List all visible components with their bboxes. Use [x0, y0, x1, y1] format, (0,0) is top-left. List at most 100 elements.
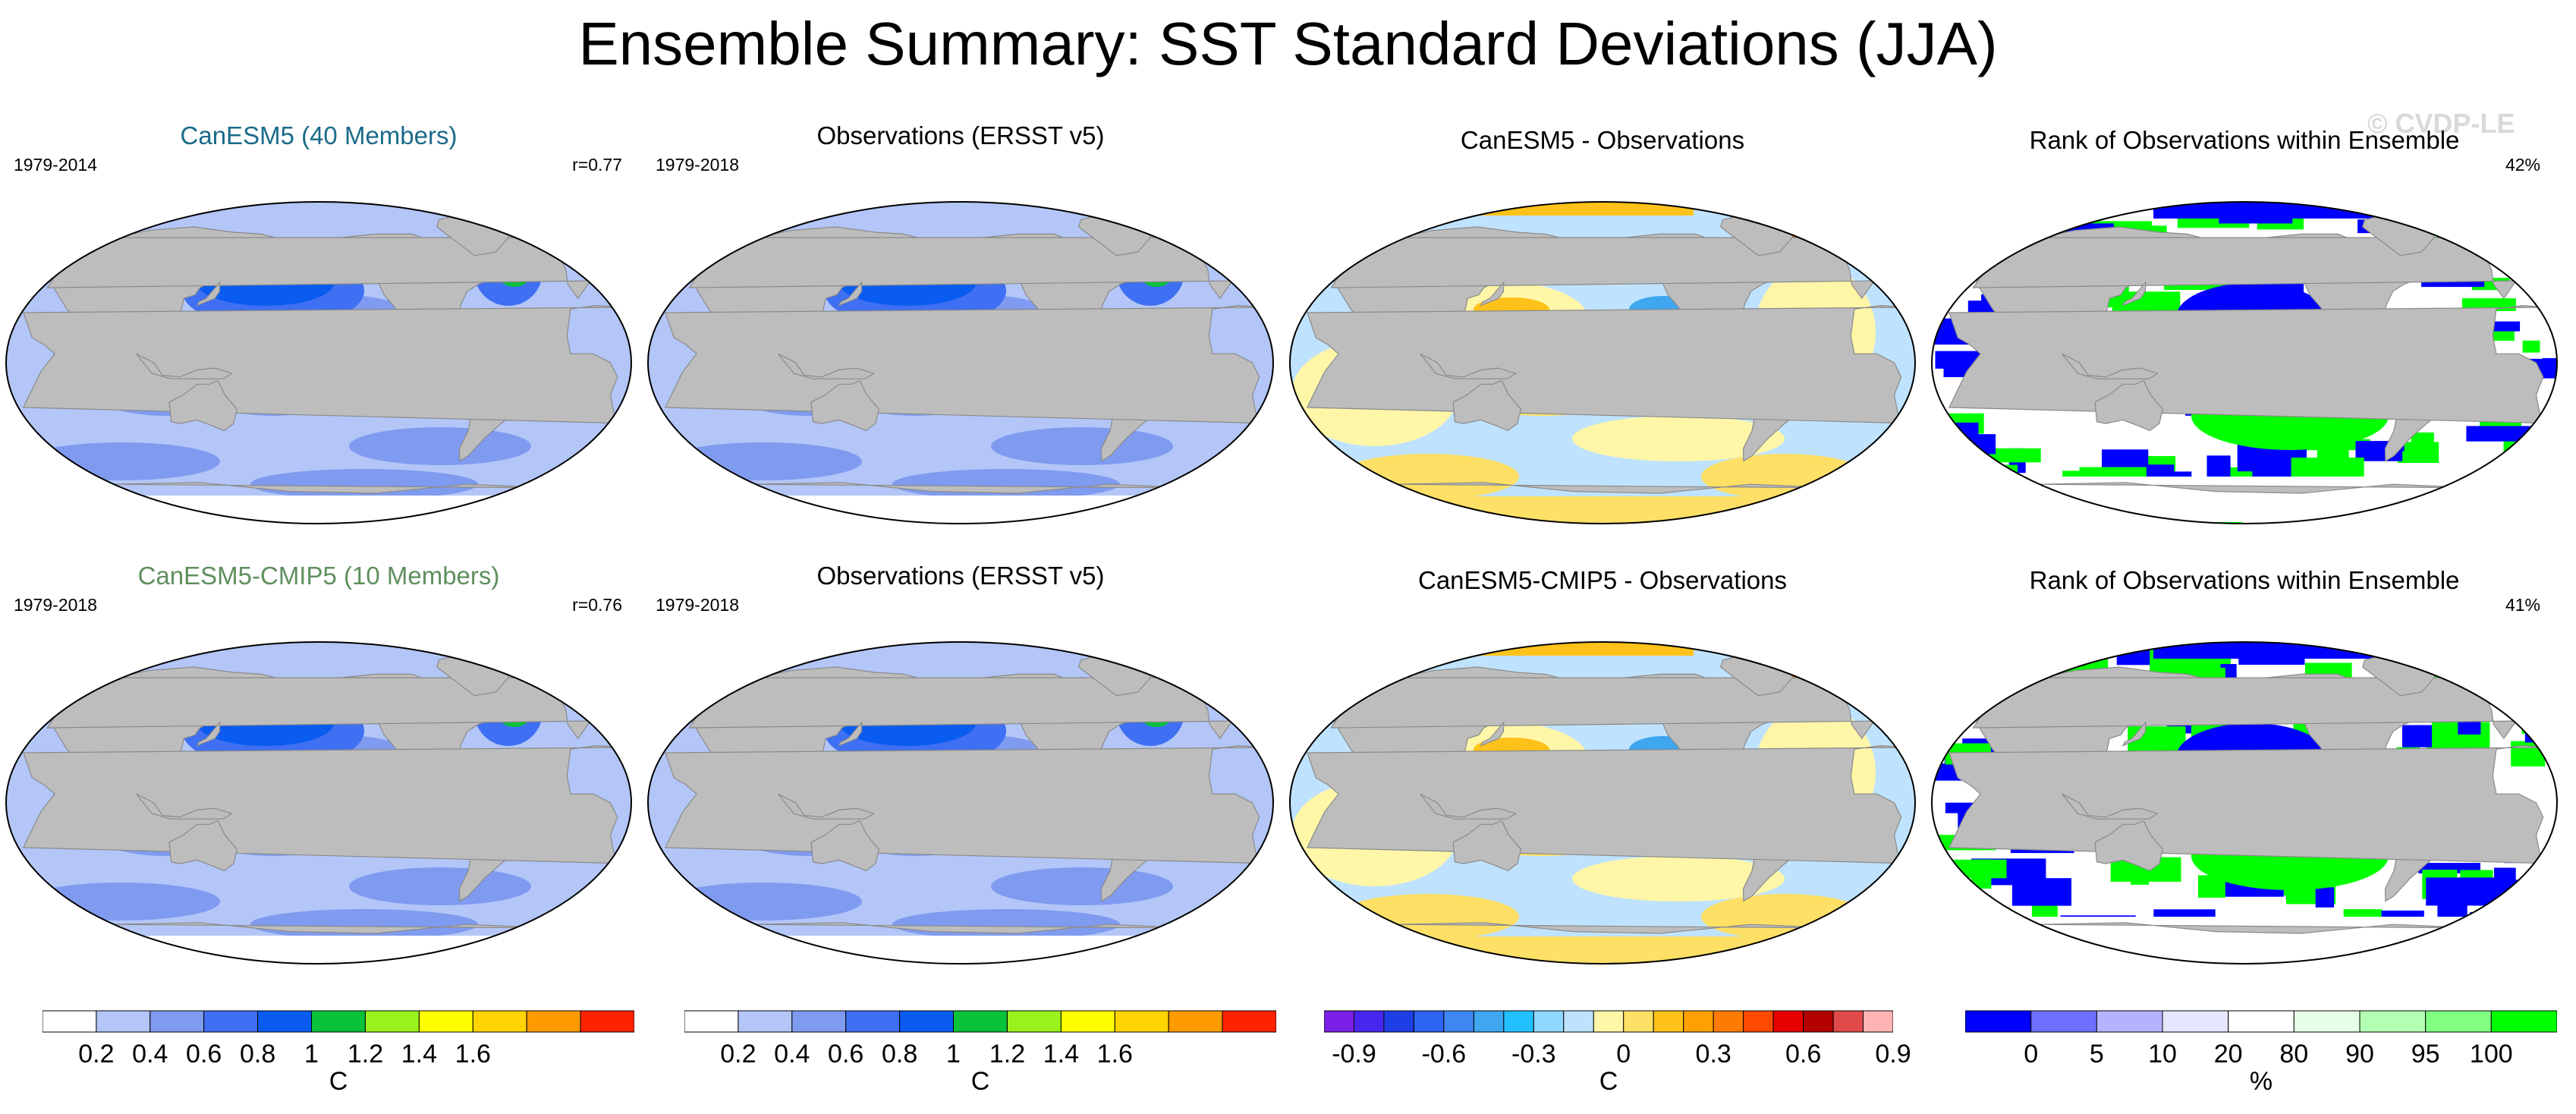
colorbar-tick-label: 0.2	[720, 1040, 756, 1068]
colorbar-box	[472, 1010, 527, 1033]
colorbar-box	[149, 1010, 205, 1033]
colorbar-box	[2425, 1010, 2492, 1033]
colorbar-box	[1114, 1010, 1169, 1033]
land-africa	[22, 304, 631, 424]
colorbar-box	[1168, 1010, 1223, 1033]
colorbar-tick-label: 0.4	[774, 1040, 810, 1068]
colorbar-tick-label: -0.9	[1332, 1040, 1376, 1068]
colorbar-box	[2359, 1010, 2427, 1033]
colorbar-tick-label: 0	[1616, 1040, 1631, 1068]
land-africa	[1306, 744, 1915, 864]
colorbar-box	[1413, 1010, 1445, 1033]
land-indonesia	[2062, 353, 2159, 379]
colorbar-box	[1743, 1010, 1774, 1033]
colorbar-box	[684, 1010, 739, 1033]
panel-period: 1979-2014	[14, 155, 97, 175]
colorbar-std-1: C 0.2 0.4 0.6 0.8 1 1.2 1.4 1.6	[42, 1009, 634, 1100]
colorbar-tick-label: 95	[2411, 1040, 2440, 1068]
map-panel-6: Observations (ERSST v5) 1979-2018	[642, 562, 1279, 987]
land-africa	[22, 744, 631, 864]
land-japan	[1480, 281, 1505, 307]
colorbar-tick-label: 0.6	[828, 1040, 864, 1068]
colorbar-box	[791, 1010, 847, 1033]
map-panel-4: Rank of Observations within Ensemble 42%	[1926, 121, 2563, 546]
colorbar-box	[2030, 1010, 2097, 1033]
land-japan	[838, 281, 863, 307]
colorbar-box	[203, 1010, 259, 1033]
colorbar-tick-label: -0.6	[1421, 1040, 1467, 1068]
colorbar-tick-label: 0.3	[1695, 1040, 1731, 1068]
colorbar-box	[257, 1010, 313, 1033]
colorbar-box	[526, 1010, 581, 1033]
colorbar-box	[1863, 1010, 1893, 1033]
panel-title: CanESM5 - Observations	[1460, 126, 1745, 154]
land-indonesia	[136, 353, 234, 379]
colorbar-tick-label: 0.2	[78, 1040, 115, 1068]
colorbar-box	[1653, 1010, 1684, 1033]
colorbar-boxes	[1965, 1010, 2557, 1033]
land-indonesia	[1420, 793, 1518, 820]
panel-period: 1979-2018	[656, 595, 739, 615]
panel-correlation: r=0.76	[572, 595, 622, 615]
land-australia	[168, 379, 238, 432]
colorbar-tick-label: 0.8	[239, 1040, 276, 1068]
land-australia	[2094, 379, 2164, 432]
land-africa	[1306, 304, 1915, 424]
colorbar-tick-label: 1.4	[401, 1040, 438, 1068]
colorbar-tick-label: 1.2	[989, 1040, 1026, 1068]
land-japan	[2122, 281, 2147, 307]
map-std-obs1	[647, 201, 1274, 524]
colorbar-tick-label: 0.8	[881, 1040, 918, 1068]
colorbar-box	[1383, 1010, 1414, 1033]
colorbar-box	[2096, 1010, 2163, 1033]
colorbar-tick-label: 1.4	[1043, 1040, 1080, 1068]
watermark: © CVDP-LE	[2367, 108, 2515, 139]
colorbar-tick-label: 0	[2024, 1040, 2039, 1068]
panel-period: 1979-2018	[656, 155, 739, 175]
land-africa	[664, 304, 1273, 424]
panel-title: CanESM5 (40 Members)	[180, 121, 458, 149]
panel-period: 1979-2018	[14, 595, 97, 615]
colorbar-tick-label: 90	[2345, 1040, 2374, 1068]
land-japan	[838, 721, 863, 747]
colorbar-tick-label: 0.6	[1785, 1040, 1822, 1068]
colorbar-box	[845, 1010, 901, 1033]
land-australia	[2094, 820, 2164, 872]
colorbar-box	[365, 1010, 420, 1033]
colorbar-box	[1503, 1010, 1534, 1033]
map-panel-2: Observations (ERSST v5) 1979-2018	[642, 121, 1279, 546]
colorbar-tick-label: 1	[946, 1040, 961, 1068]
map-diff-2	[1289, 641, 1916, 965]
colorbar-box	[1772, 1010, 1804, 1033]
colorbar-box	[2228, 1010, 2294, 1033]
colorbar-std-2: C 0.2 0.4 0.6 0.8 1 1.2 1.4 1.6	[684, 1009, 1276, 1100]
colorbar-unit: C	[329, 1067, 348, 1096]
land-indonesia	[778, 793, 876, 820]
panel-title: Observations (ERSST v5)	[816, 121, 1105, 149]
colorbar-tick-label: 0.9	[1875, 1040, 1911, 1068]
colorbar-box	[2490, 1010, 2557, 1033]
land-africa	[1948, 744, 2557, 864]
colorbar-box	[1832, 1010, 1864, 1033]
panel-title: CanESM5-CMIP5 - Observations	[1418, 566, 1787, 594]
colorbar-box	[1593, 1010, 1625, 1033]
colorbar-box	[1965, 1010, 2032, 1033]
map-panel-7: CanESM5-CMIP5 - Observations	[1284, 562, 1921, 987]
map-panel-8: Rank of Observations within Ensemble 41%	[1926, 562, 2563, 987]
colorbar-box	[1060, 1010, 1115, 1033]
colorbar-box	[953, 1010, 1008, 1033]
map-panel-1: CanESM5 (40 Members) 1979-2014 r=0.77	[0, 121, 637, 546]
colorbar-box	[580, 1010, 634, 1033]
colorbar-tick-label: -0.3	[1511, 1040, 1556, 1068]
figure-title: Ensemble Summary: SST Standard Deviation…	[578, 10, 1998, 77]
colorbar-tick-label: 0.6	[186, 1040, 222, 1068]
colorbar-tick-label: 1	[304, 1040, 319, 1068]
land-japan	[2122, 721, 2147, 747]
colorbar-boxes	[42, 1010, 634, 1033]
land-africa	[1948, 304, 2557, 424]
colorbar-box	[96, 1010, 151, 1033]
land-japan	[196, 721, 221, 747]
map-std-model1	[5, 201, 632, 524]
panel-title: Rank of Observations within Ensemble	[2029, 126, 2460, 154]
colorbar-unit: %	[2249, 1067, 2273, 1096]
